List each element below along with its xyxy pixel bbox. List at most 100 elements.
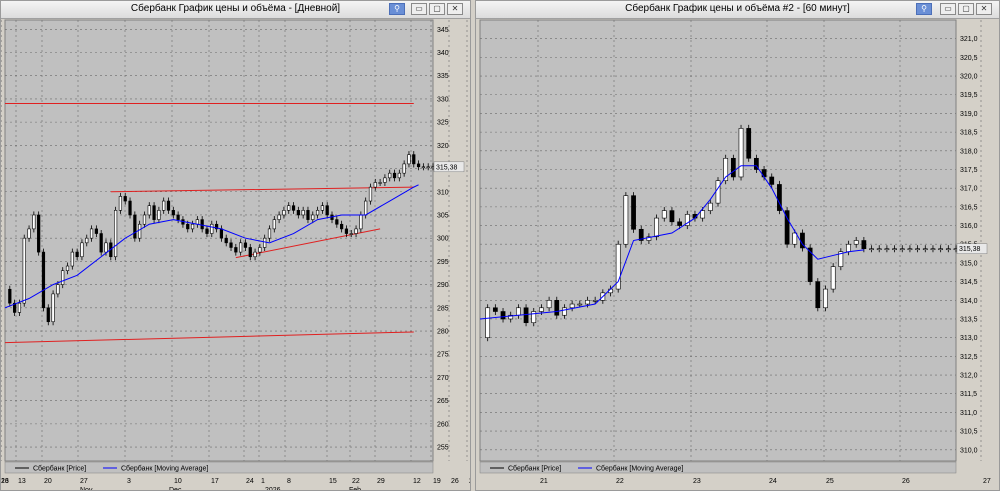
candle-body bbox=[166, 200, 171, 211]
x-tick-label: 13 bbox=[18, 478, 26, 485]
candle-body bbox=[592, 299, 598, 302]
y-tick-label: 316,5 bbox=[960, 204, 978, 211]
x-tick-label: 8 bbox=[287, 478, 291, 485]
candle-body bbox=[846, 243, 851, 253]
restore-button[interactable]: ▢ bbox=[958, 3, 974, 15]
candle-body bbox=[291, 205, 296, 211]
x-tick-label: 26 bbox=[451, 478, 459, 485]
candle-body bbox=[46, 307, 50, 323]
candle-body bbox=[508, 314, 514, 320]
candle-body bbox=[354, 228, 358, 234]
y-tick-label: 275 bbox=[437, 352, 449, 359]
x-tick-label: 26 bbox=[902, 478, 910, 485]
candle-body bbox=[306, 210, 310, 220]
candle-body bbox=[899, 248, 905, 251]
close-button[interactable]: ✕ bbox=[447, 3, 463, 15]
candle-body bbox=[892, 248, 897, 251]
candle-body bbox=[142, 214, 147, 225]
candle-body bbox=[945, 248, 951, 251]
candle-body bbox=[99, 233, 103, 253]
candle-body bbox=[224, 237, 228, 244]
candle-body bbox=[838, 251, 844, 267]
candle-body bbox=[876, 248, 882, 251]
x-tick-label: 17 bbox=[211, 478, 219, 485]
y-tick-label: 317,5 bbox=[960, 167, 978, 174]
candle-body bbox=[85, 237, 89, 244]
x-tick-label: 23 bbox=[693, 478, 701, 485]
candle-body bbox=[287, 205, 291, 211]
candle-body bbox=[219, 228, 224, 239]
daily-price-chart[interactable]: 2552602652702752802852902953003053103153… bbox=[1, 18, 470, 490]
candle-body bbox=[784, 210, 790, 245]
y-tick-label: 317,0 bbox=[960, 186, 978, 193]
candle-body bbox=[320, 205, 325, 211]
candle-body bbox=[17, 302, 22, 313]
y-tick-label: 312,5 bbox=[960, 354, 978, 361]
candle-body bbox=[325, 205, 329, 216]
candle-body bbox=[646, 236, 652, 241]
candle-body bbox=[94, 228, 98, 234]
candle-body bbox=[147, 205, 151, 216]
candle-body bbox=[200, 219, 204, 230]
candle-body bbox=[277, 214, 281, 220]
candle-body bbox=[56, 284, 60, 295]
candle-body bbox=[133, 214, 137, 239]
pin-button[interactable]: ⚲ bbox=[916, 3, 932, 15]
month-label: Feb bbox=[349, 487, 361, 490]
minimize-button[interactable]: ▭ bbox=[411, 3, 427, 15]
y-tick-label: 310,0 bbox=[960, 447, 978, 454]
daily-chart-window: Сбербанк График цены и объёма - [Дневной… bbox=[0, 0, 471, 491]
candle-body bbox=[37, 214, 41, 253]
legend-label: Сбербанк [Price] bbox=[33, 465, 86, 473]
pin-button[interactable]: ⚲ bbox=[389, 3, 405, 15]
candle-body bbox=[152, 205, 156, 220]
hourly-chart-title: Сбербанк График цены и объёма #2 - [60 м… bbox=[625, 3, 850, 14]
y-tick-label: 319,0 bbox=[960, 111, 978, 118]
candle-body bbox=[8, 288, 12, 304]
last-price-box bbox=[956, 243, 988, 254]
y-tick-label: 295 bbox=[437, 259, 449, 266]
plot-area bbox=[4, 19, 434, 462]
candle-body bbox=[738, 128, 744, 178]
candle-body bbox=[761, 169, 767, 178]
y-tick-label: 310,5 bbox=[960, 429, 978, 436]
daily-chart-titlebar[interactable]: Сбербанк График цены и объёма - [Дневной… bbox=[1, 1, 470, 19]
moving-average-line bbox=[479, 165, 864, 320]
candle-body bbox=[485, 307, 491, 338]
candle-body bbox=[492, 307, 498, 312]
x-tick-label: 16 bbox=[1, 478, 9, 485]
x-tick-label: 23 bbox=[1, 478, 9, 485]
last-price-box bbox=[433, 161, 465, 173]
candle-body bbox=[416, 163, 421, 168]
candle-body bbox=[853, 240, 859, 245]
candle-body bbox=[500, 311, 506, 320]
candle-body bbox=[32, 214, 36, 230]
close-button[interactable]: ✕ bbox=[976, 3, 992, 15]
x-tick-label: 15 bbox=[329, 478, 337, 485]
candle-body bbox=[562, 307, 567, 316]
minimize-button[interactable]: ▭ bbox=[940, 3, 956, 15]
candle-body bbox=[195, 219, 199, 225]
candle-body bbox=[546, 299, 552, 309]
candle-body bbox=[523, 307, 529, 324]
hourly-price-chart[interactable]: 310,0 310,5 311,0 311,5 312,0 312,5 313,0 313,5… bbox=[476, 18, 999, 490]
candle-body bbox=[315, 210, 320, 216]
y-tick-label: 300 bbox=[437, 236, 449, 243]
candle-body bbox=[707, 202, 713, 211]
hourly-chart-titlebar[interactable]: Сбербанк График цены и объёма #2 - [60 м… bbox=[476, 1, 999, 19]
candle-body bbox=[915, 248, 920, 251]
candle-body bbox=[335, 219, 339, 225]
candle-body bbox=[869, 248, 874, 251]
y-tick-label: 319,5 bbox=[960, 92, 978, 99]
candle-body bbox=[769, 176, 775, 185]
candle-body bbox=[359, 214, 363, 230]
candle-body bbox=[623, 195, 629, 245]
candle-body bbox=[267, 228, 272, 239]
candle-body bbox=[138, 223, 142, 239]
candle-body bbox=[823, 288, 828, 309]
candle-body bbox=[746, 128, 752, 159]
restore-button[interactable]: ▢ bbox=[429, 3, 445, 15]
legend-label: Сбербанк [Moving Average] bbox=[121, 465, 208, 473]
candle-body bbox=[930, 248, 936, 251]
candle-body bbox=[412, 154, 416, 165]
